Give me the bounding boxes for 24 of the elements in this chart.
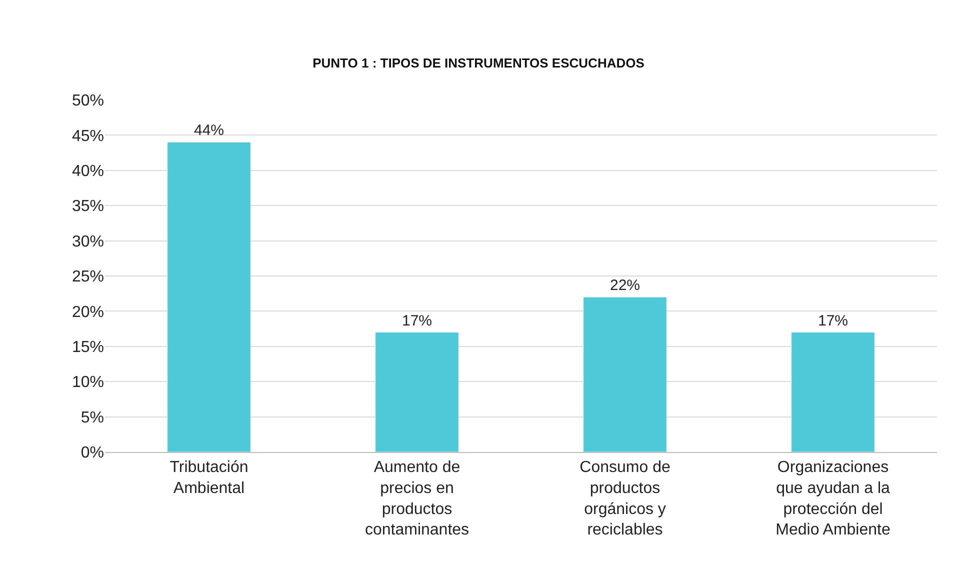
bar bbox=[583, 296, 667, 452]
bar bbox=[791, 332, 875, 452]
y-tick-label: 15% bbox=[72, 339, 104, 356]
data-label: 22% bbox=[610, 277, 640, 294]
chart-title: PUNTO 1 : TIPOS DE INSTRUMENTOS ESCUCHADOS bbox=[312, 55, 645, 70]
y-tick-label: 50% bbox=[72, 92, 104, 110]
bar bbox=[167, 142, 251, 452]
y-tick-label: 25% bbox=[72, 268, 104, 286]
bar bbox=[375, 332, 459, 452]
y-tick-label: 40% bbox=[72, 163, 104, 180]
x-tick-label: Aumento de precios en productos contaminantes bbox=[364, 459, 470, 539]
data-label: 17% bbox=[402, 312, 432, 330]
y-tick-label: 0% bbox=[80, 444, 104, 462]
y-tick-label: 5% bbox=[80, 409, 104, 426]
y-tick-label: 35% bbox=[72, 198, 104, 216]
data-label: 44% bbox=[194, 122, 224, 140]
x-tick-label: Consumo de productos orgánicos y reciclables bbox=[580, 459, 670, 539]
data-label: 17% bbox=[818, 312, 848, 330]
y-tick-label: 30% bbox=[72, 233, 104, 250]
y-tick-label: 45% bbox=[72, 128, 104, 145]
x-tick-label: Organizaciones que ayudan a la protección del Medio Ambiente bbox=[776, 459, 890, 539]
y-tick-label: 20% bbox=[72, 304, 104, 321]
y-tick-label: 10% bbox=[72, 374, 104, 392]
x-tick-label: Tributación Ambiental bbox=[170, 459, 248, 497]
